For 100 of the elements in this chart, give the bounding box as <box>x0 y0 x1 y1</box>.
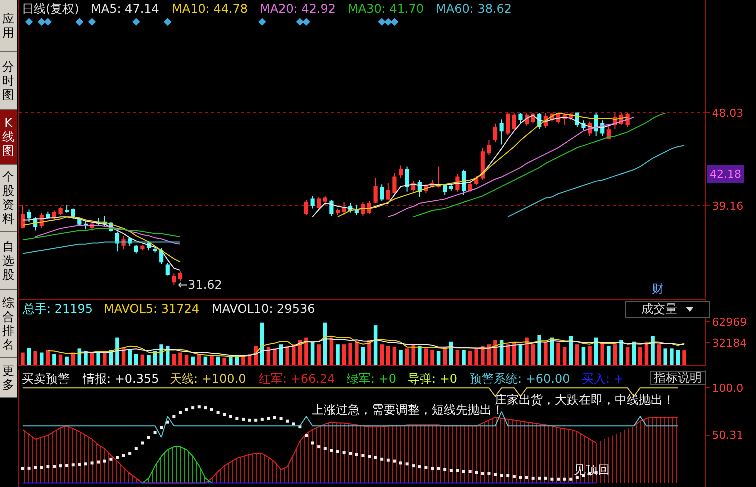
bar <box>361 347 366 365</box>
tab: 分时图 <box>0 52 17 110</box>
bar <box>538 335 542 365</box>
bar <box>222 358 226 365</box>
candlestick <box>398 165 404 179</box>
candlestick <box>27 209 32 223</box>
bar <box>626 347 630 365</box>
bar <box>682 350 686 365</box>
candlestick <box>310 196 315 210</box>
chart-title: 日线(复权) <box>22 2 80 16</box>
dropdown: 成交量 <box>625 301 710 318</box>
text: 情报: +0.355 <box>82 372 160 386</box>
tab: 个股资料 <box>0 165 17 232</box>
candlestick <box>487 140 492 156</box>
bar <box>286 346 290 365</box>
bar <box>184 355 189 365</box>
bar <box>134 354 138 365</box>
candlestick <box>58 207 63 216</box>
bar <box>676 350 680 365</box>
bar <box>21 352 25 365</box>
bar <box>147 355 151 365</box>
bar <box>52 354 56 365</box>
candlestick <box>330 200 334 217</box>
candlestick <box>65 205 70 214</box>
y-tick-label: 50.31 <box>712 429 744 442</box>
bar <box>273 348 277 365</box>
bar <box>368 340 372 365</box>
bar <box>116 338 120 365</box>
bar <box>588 346 592 365</box>
bar <box>229 356 233 365</box>
bar <box>386 346 390 365</box>
candlestick <box>606 125 611 140</box>
candlestick <box>436 166 441 188</box>
bar <box>191 356 195 365</box>
bar <box>576 344 580 365</box>
bar <box>651 336 655 365</box>
bar <box>310 342 315 365</box>
y-tick-label: 48.03 <box>712 106 744 120</box>
annotation: 成交量 <box>642 301 678 318</box>
bar <box>140 354 145 365</box>
bar <box>430 350 434 365</box>
candlestick <box>317 196 322 210</box>
series-label: 天线: +100.0 <box>170 372 246 386</box>
candlestick <box>374 178 378 204</box>
bar <box>613 344 618 365</box>
bar <box>450 342 454 365</box>
bar <box>336 344 340 365</box>
bar <box>210 355 214 365</box>
candlestick <box>506 112 510 136</box>
bar <box>436 351 441 365</box>
candlestick <box>480 147 485 181</box>
candlestick <box>500 119 504 146</box>
bar <box>544 342 548 365</box>
button: 指标说明 <box>650 371 706 385</box>
bar <box>664 348 668 365</box>
bar <box>474 348 478 365</box>
bar <box>418 346 422 365</box>
text: 绿军: +0 <box>347 372 397 386</box>
tab: 应用 <box>0 0 17 52</box>
candlestick <box>392 172 397 195</box>
candlestick <box>323 196 328 206</box>
line-series <box>79 338 686 357</box>
candlestick <box>380 184 384 202</box>
bar <box>34 351 38 365</box>
annotation: 庄家出货，大跌在即，中线抛出！ <box>495 393 675 407</box>
candlestick <box>178 271 183 282</box>
bar <box>216 356 220 365</box>
y-tick-label: 32184 <box>712 336 748 350</box>
tab: 更多 <box>0 358 17 398</box>
bar <box>348 343 352 365</box>
tab: 自选股 <box>0 232 17 290</box>
text: MA30: 41.70 <box>348 2 424 16</box>
bar <box>525 338 529 365</box>
line-series <box>48 336 686 358</box>
y-tick-label: 39.16 <box>712 200 744 213</box>
candlestick <box>518 112 523 124</box>
bar <box>620 340 624 365</box>
bar <box>456 350 460 365</box>
bar <box>468 351 472 365</box>
candlestick <box>172 273 176 286</box>
bar <box>531 344 536 365</box>
chart-title: 总手: 21195 <box>22 302 94 316</box>
text: 预警系统: +60.00 <box>470 372 570 386</box>
bar <box>40 352 44 365</box>
bar <box>27 348 32 365</box>
bar <box>443 347 447 365</box>
candlestick <box>449 184 454 192</box>
bar <box>317 344 321 365</box>
bar <box>412 344 416 365</box>
tab: 综合排名 <box>0 290 17 358</box>
bar <box>342 344 346 365</box>
legend-label: 导弹: +0 <box>408 372 458 386</box>
bar <box>160 344 164 365</box>
bar <box>90 352 94 365</box>
bar <box>204 356 208 365</box>
candlestick <box>140 244 145 252</box>
bar <box>657 344 662 365</box>
bar <box>638 347 642 365</box>
candlestick <box>386 183 390 201</box>
text: MA20: 42.92 <box>260 2 336 16</box>
